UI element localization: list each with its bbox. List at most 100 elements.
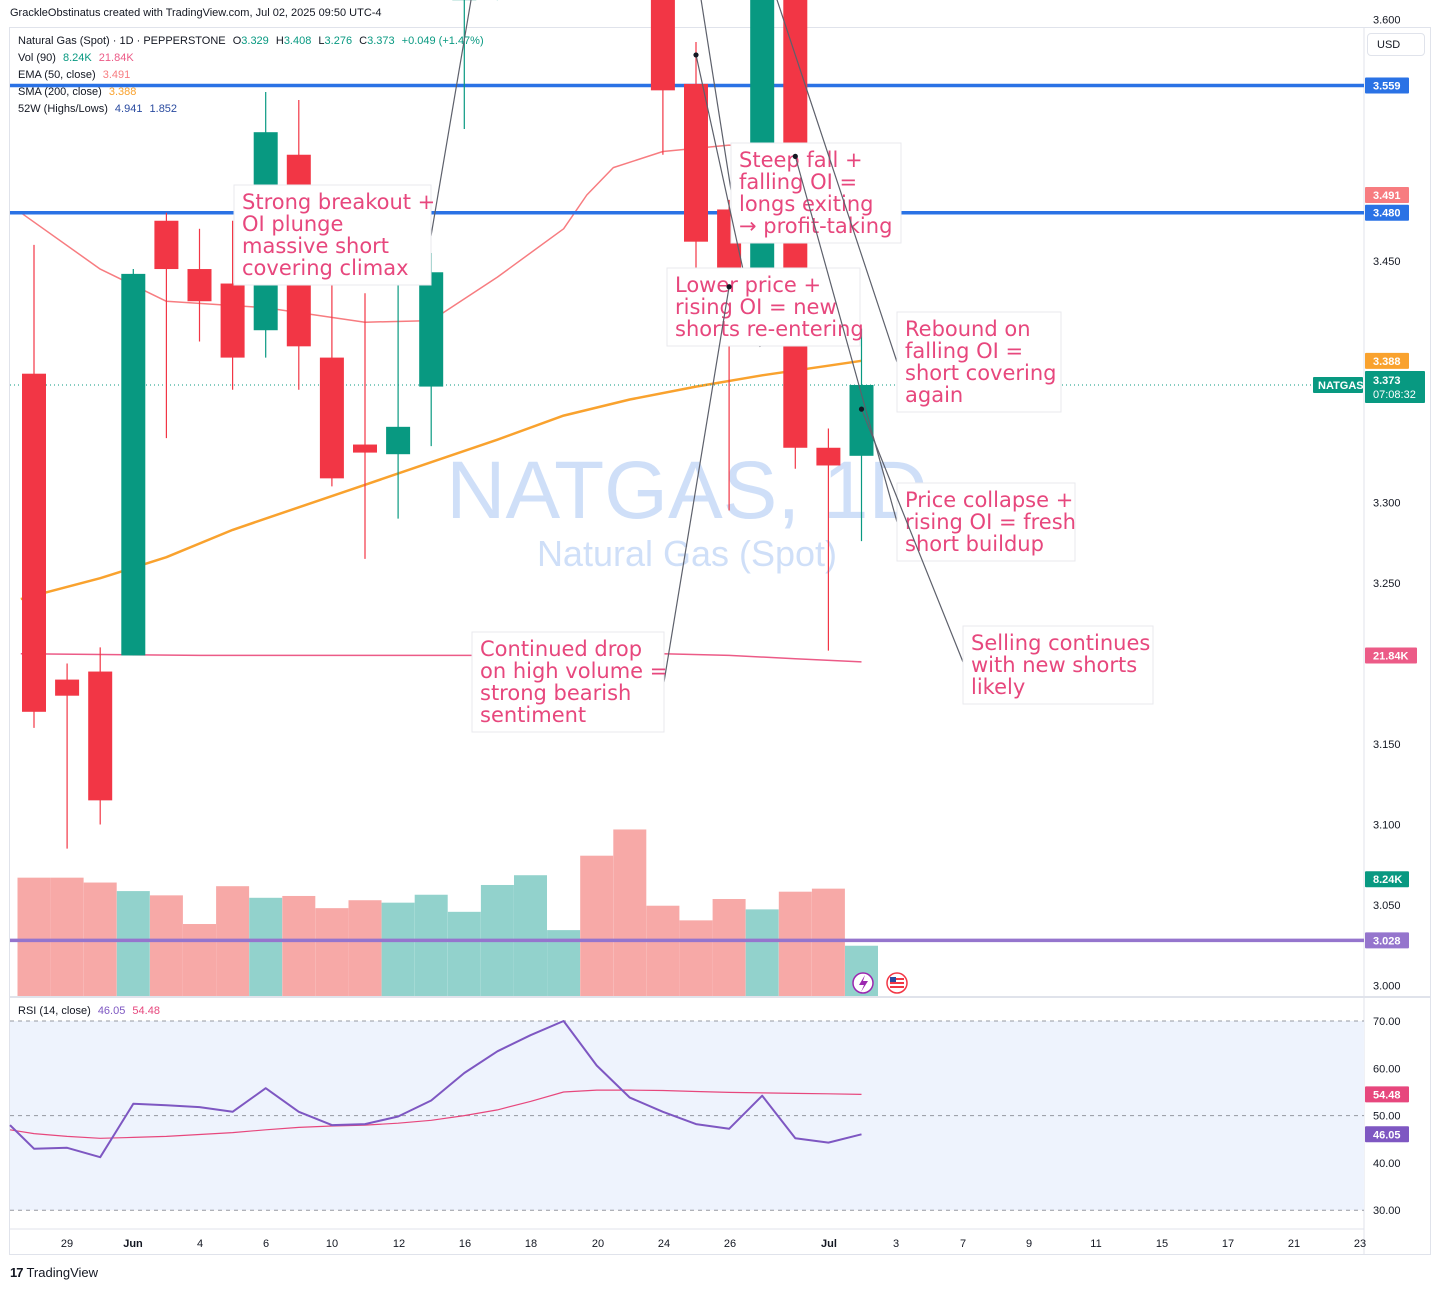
annotation-box[interactable]: [666, 267, 861, 347]
flash-icon[interactable]: [852, 972, 874, 994]
symbol-tag-text: NATGAS: [1318, 380, 1364, 392]
indicator-badge-text: 3.491: [1373, 190, 1401, 202]
volume-bar: [679, 920, 713, 996]
legend-volume[interactable]: Vol (90) 8.24K 21.84K: [18, 52, 134, 64]
annotation-text: with new shorts: [971, 653, 1137, 677]
candle-body[interactable]: [684, 83, 708, 242]
volume-bar: [712, 899, 746, 996]
legend-change: +0.049 (+1.47%): [401, 35, 484, 47]
legend-symbol[interactable]: Natural Gas (Spot) · 1D · PEPPERSTONE: [18, 35, 226, 47]
candle-body[interactable]: [154, 220, 179, 270]
price-badges-layer: 3.6463.5593.4803.0283.4913.38821.84K8.24…: [1313, 77, 1425, 1143]
volume-bar: [315, 908, 349, 996]
candle-body[interactable]: [187, 269, 212, 302]
time-tick-label: 16: [459, 1238, 471, 1250]
candle-body[interactable]: [220, 283, 245, 358]
annotation-text: Selling continues: [971, 631, 1150, 655]
time-tick-label: 10: [326, 1238, 338, 1250]
annotation-box[interactable]: [896, 482, 1076, 562]
annotation-text: on high volume =: [480, 659, 667, 683]
candle-body[interactable]: [816, 447, 841, 466]
annotation-box[interactable]: [233, 184, 432, 286]
tradingview-mark-icon: 17: [10, 1265, 24, 1280]
volume-layer: [17, 829, 878, 996]
candle-body[interactable]: [650, 0, 675, 91]
candle-body[interactable]: [55, 679, 80, 696]
rsi-layer: [9, 1020, 862, 1159]
annotation-text: → profit-taking: [739, 214, 892, 238]
annotation-text: likely: [971, 675, 1025, 699]
annotation-callout-line: [794, 156, 898, 523]
volume-bar: [414, 894, 448, 996]
candle-body[interactable]: [22, 373, 46, 712]
candle-body[interactable]: [386, 426, 411, 455]
us-flag-icon[interactable]: [886, 972, 908, 994]
last-price-badge: [1365, 370, 1425, 403]
volume-bar: [17, 877, 51, 996]
time-tick-label: 26: [724, 1238, 736, 1250]
annotation-box[interactable]: [962, 625, 1154, 705]
annotation-box[interactable]: [896, 311, 1062, 413]
annotation-text: rising OI = new: [675, 295, 837, 319]
price-tick-label: 3.600: [1373, 15, 1401, 27]
legend-main: Natural Gas (Spot) · 1D · PEPPERSTONE O3…: [18, 35, 484, 47]
legend-open: 3.329: [241, 35, 269, 47]
tradingview-logo[interactable]: 17 TradingView: [10, 1265, 99, 1280]
candles-layer[interactable]: [22, 0, 874, 849]
annotation-text: massive short: [242, 234, 389, 258]
currency-button[interactable]: USD: [1367, 33, 1425, 56]
rsi-tick-label: 40.00: [1373, 1158, 1401, 1170]
creator-line: GrackleObstinatus created with TradingVi…: [10, 7, 382, 19]
annotation-box[interactable]: [471, 631, 665, 733]
legend-rsi[interactable]: RSI (14, close) 46.05 54.48: [18, 1005, 160, 1017]
indicator-badge: [1365, 352, 1409, 369]
level-badge: [1365, 204, 1409, 221]
annotation-text: Price collapse +: [905, 488, 1073, 512]
legend-ema[interactable]: EMA (50, close) 3.491: [18, 69, 131, 81]
volume-bar: [116, 891, 150, 996]
indicator-badge: [1365, 186, 1409, 203]
time-tick-label: 12: [393, 1238, 405, 1250]
time-tick-label: Jun: [123, 1238, 143, 1250]
time-tick-label: 23: [1354, 1238, 1366, 1250]
level-badge-text: 3.480: [1373, 208, 1401, 220]
candle-body[interactable]: [121, 273, 146, 656]
time-tick-label: 20: [592, 1238, 604, 1250]
rsi-tick-label: 30.00: [1373, 1205, 1401, 1217]
volume-bar: [50, 877, 84, 996]
chart-frame: [9, 27, 1431, 1255]
time-tick-label: 21: [1288, 1238, 1300, 1250]
candle-body[interactable]: [88, 671, 113, 801]
candle-body[interactable]: [319, 357, 344, 479]
annotation-callout-line: [663, 286, 730, 683]
price-tick-label: 3.250: [1373, 578, 1401, 590]
price-tick-label: 3.300: [1373, 498, 1401, 510]
rsi-ma-badge: [1365, 1086, 1409, 1103]
annotation-callout-line: [700, 0, 732, 191]
annotation-box[interactable]: [730, 142, 902, 244]
indicator-badge-text: 3.388: [1373, 356, 1401, 368]
volume-bar: [249, 897, 283, 996]
annotation-text: again: [905, 383, 963, 407]
candle-body[interactable]: [419, 272, 444, 387]
annotation-anchor-dot: [858, 406, 865, 412]
indicator-badge: [1365, 871, 1409, 888]
candle-body[interactable]: [849, 384, 874, 456]
volume-bar: [282, 895, 316, 996]
legend-sma[interactable]: SMA (200, close) 3.388: [18, 86, 137, 98]
price-tick-label: 3.450: [1373, 256, 1401, 268]
legend-52w[interactable]: 52W (Highs/Lows) 4.941 1.852: [18, 103, 178, 115]
annotation-text: falling OI =: [905, 339, 1023, 363]
time-tick-label: 24: [658, 1238, 670, 1250]
annotation-text: Lower price +: [675, 273, 821, 297]
time-tick-label: 3: [893, 1238, 899, 1250]
volume-bar: [778, 891, 812, 996]
time-tick-label: 4: [197, 1238, 203, 1250]
annotation-text: Rebound on: [905, 317, 1031, 341]
level-badge: [1365, 77, 1409, 94]
legend-low: 3.276: [324, 35, 353, 47]
candle-body[interactable]: [353, 444, 377, 453]
